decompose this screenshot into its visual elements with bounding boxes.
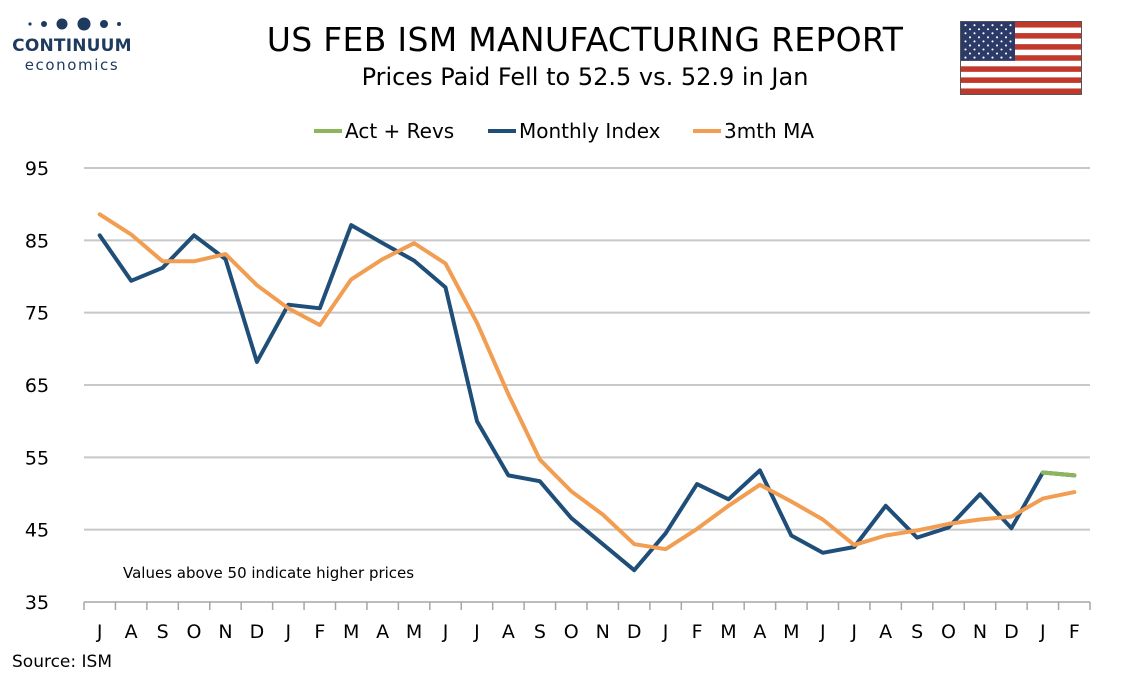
chart-annotation: Values above 50 indicate higher prices [123,564,414,582]
x-tick-label: J [662,621,669,643]
y-tick-label: 95 [25,158,49,180]
x-tick-label: J [442,621,449,643]
legend-label: Monthly Index [519,119,661,143]
x-tick-label: F [314,621,325,643]
x-tick-label: N [973,621,987,643]
x-tick-label: D [1004,621,1019,643]
x-tick-label: M [406,621,422,643]
x-tick-label: N [596,621,610,643]
x-tick-label: J [96,621,103,643]
logo-dots-icon [28,17,121,31]
x-tick-label: D [250,621,265,643]
y-tick-label: 75 [25,303,49,325]
x-tick-label: J [850,621,857,643]
x-tick-label: N [218,621,232,643]
x-tick-label: D [627,621,642,643]
series-line [97,212,1077,552]
chart-title: US FEB ISM MANUFACTURING REPORT [266,20,904,59]
us-flag-icon [960,21,1082,95]
x-tick-label: O [564,621,579,643]
line-chart: Act + Revs Monthly Index 3mth MA 35 45 55 65 7… [25,119,1091,643]
logo-wordmark: CONTINUUM [12,36,132,56]
y-tick-label: 85 [25,230,49,252]
x-tick-label: J [285,621,292,643]
x-tick-label: O [941,621,956,643]
x-tick-label: S [534,621,546,643]
x-tick-label: A [125,621,138,643]
x-tick-label: M [720,621,736,643]
y-tick-label: 45 [25,520,49,542]
x-tick-label: S [911,621,923,643]
y-tick-label: 65 [25,375,49,397]
x-tick-label: J [473,621,480,643]
x-tick-label: A [753,621,766,643]
x-tick-label: A [879,621,892,643]
x-tick-label: S [157,621,169,643]
x-tick-label: A [502,621,515,643]
continuum-logo: CONTINUUM economics [12,14,132,76]
y-tick-label: 35 [25,592,49,614]
legend-label: Act + Revs [345,119,454,143]
x-tick-label: M [343,621,359,643]
chart-subtitle: Prices Paid Fell to 52.5 vs. 52.9 in Jan [361,63,809,91]
legend-label: 3mth MA [724,119,814,143]
y-tick-label: 55 [25,447,49,469]
x-tick-label: F [1069,621,1080,643]
x-tick-label: F [692,621,703,643]
x-tick-label: A [376,621,389,643]
chart-legend: Act + Revs Monthly Index 3mth MA [314,119,814,143]
source-note: Source: ISM [12,652,112,672]
series-line [1040,470,1077,478]
logo-subtitle: economics [24,56,120,74]
x-tick-label: J [1039,621,1046,643]
x-tick-label: J [819,621,826,643]
x-tick-label: O [187,621,202,643]
x-tick-label: M [783,621,799,643]
